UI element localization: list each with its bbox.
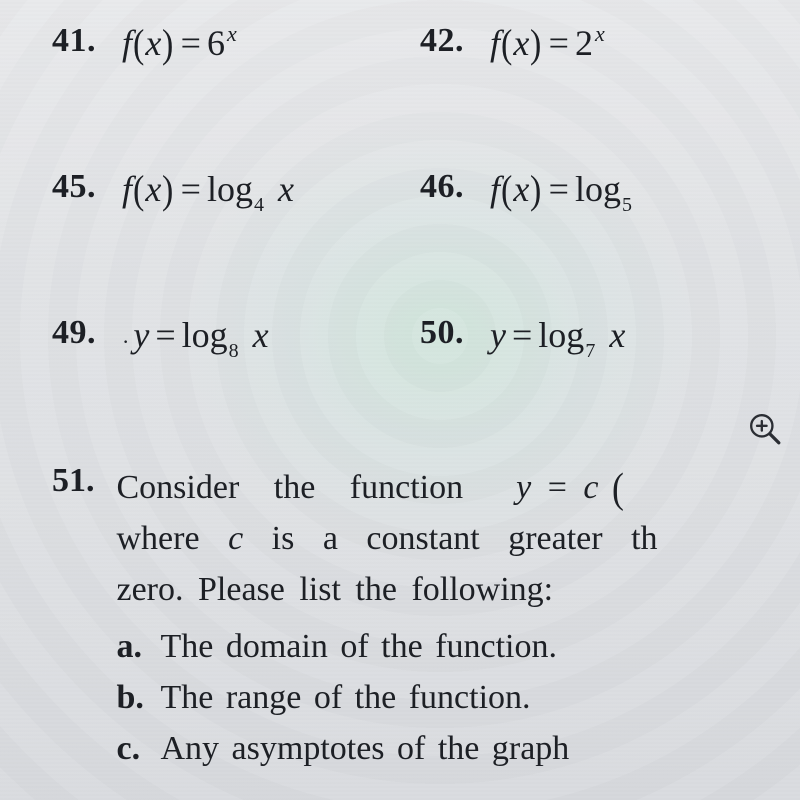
problem-49: 49. · y = log 8 x (52, 314, 269, 356)
problem-41: 41. f ( x ) = 6 x (52, 22, 237, 64)
problem-expression: f ( x ) = log 5 (490, 168, 636, 210)
problem-46: 46. f ( x ) = log 5 (420, 168, 636, 210)
problem-number: 51. (52, 462, 95, 500)
problem-expression: · y = log 8 x (122, 314, 269, 356)
subitem-c: c. Any asymptotes of the graph (117, 723, 658, 774)
problem-number: 50. (420, 314, 464, 352)
problem-number: 42. (420, 22, 464, 60)
problem-50: 50. y = log 7 x (420, 314, 625, 356)
problem-number: 49. (52, 314, 96, 352)
subitem-a: a. The domain of the function. (117, 621, 658, 672)
problem-42: 42. f ( x ) = 2 x (420, 22, 605, 64)
problem-expression: f ( x ) = 2 x (490, 22, 605, 64)
problem-expression: y = log 7 x (490, 314, 625, 356)
problem-51: 51. Consider the function y = c ( where … (52, 462, 800, 774)
zoom-in-icon[interactable] (748, 412, 782, 446)
problem-number: 46. (420, 168, 464, 206)
problem-text: Consider the function y = c ( where c is… (117, 462, 658, 774)
problem-expression: f ( x ) = 6 x (122, 22, 237, 64)
problem-expression: f ( x ) = log 4 x (122, 168, 294, 210)
tick-mark: · (122, 329, 129, 355)
problem-number: 45. (52, 168, 96, 206)
problem-number: 41. (52, 22, 96, 60)
problem-45: 45. f ( x ) = log 4 x (52, 168, 294, 210)
subitem-b: b. The range of the function. (117, 672, 658, 723)
